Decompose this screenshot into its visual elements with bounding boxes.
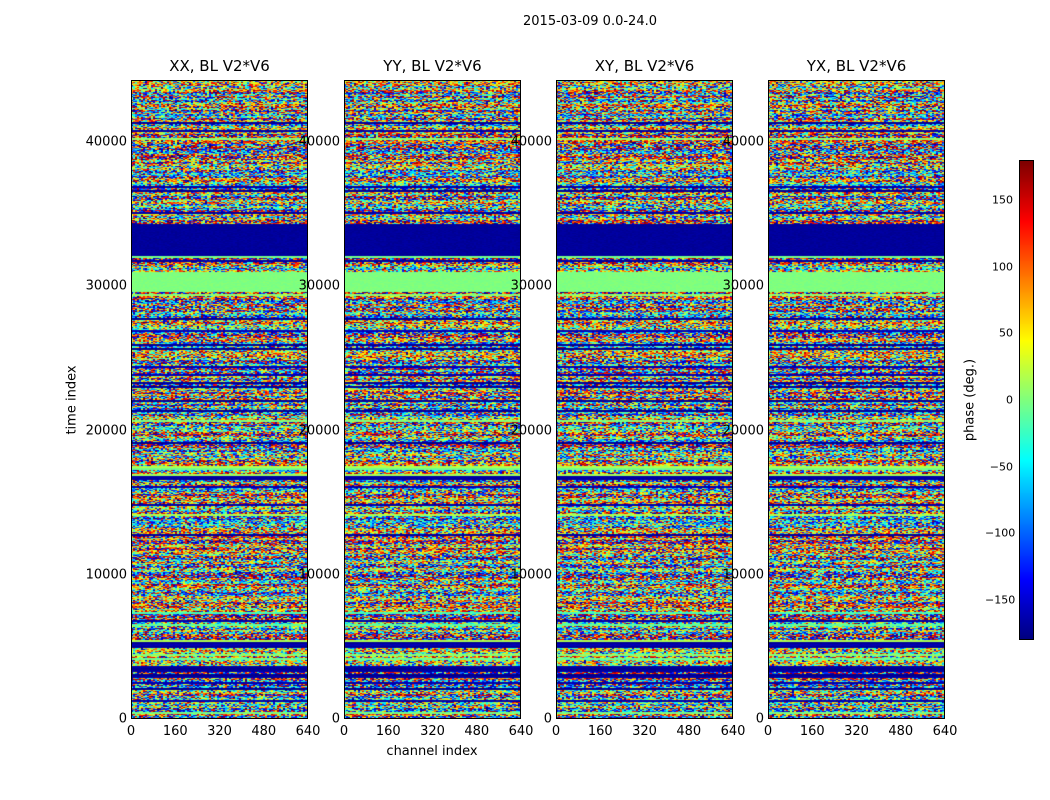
axes-frame bbox=[768, 80, 945, 719]
y-tick-label: 10000 bbox=[722, 567, 764, 583]
x-tick-label: 320 bbox=[420, 724, 445, 739]
x-tick-label: 0 bbox=[339, 724, 349, 739]
colorbar-tick-label: 100 bbox=[992, 260, 1013, 274]
panel-title: XX, BL V2*V6 bbox=[169, 57, 270, 75]
colorbar-tick-label: −50 bbox=[989, 460, 1013, 474]
y-tick-label: 30000 bbox=[510, 278, 552, 294]
y-tick-label: 40000 bbox=[85, 134, 127, 150]
x-tick-label: 160 bbox=[162, 724, 188, 739]
y-tick-label: 20000 bbox=[298, 423, 340, 438]
x-tick-label: 640 bbox=[508, 724, 534, 739]
panel-3: 0 10000 20000 30000 40000 YX, BL V2*V6 0 160 320… bbox=[723, 57, 958, 739]
y-tick-label: 0 bbox=[118, 711, 127, 727]
x-tick-label: 0 bbox=[126, 724, 136, 739]
y-tick-label: 20000 bbox=[722, 423, 764, 438]
panel-1: 0 10000 20000 30000 40000 YY, BL V2*V6 0 160 320… bbox=[299, 57, 534, 739]
y-tick-label: 10000 bbox=[85, 567, 127, 583]
x-tick-label: 320 bbox=[844, 724, 869, 739]
x-tick-label: 640 bbox=[720, 724, 746, 739]
colorbar bbox=[1019, 160, 1034, 640]
x-axis-label: channel index bbox=[386, 744, 478, 759]
y-tick-label: 40000 bbox=[722, 134, 764, 150]
colorbar-tick-label: 50 bbox=[999, 326, 1013, 340]
colorbar-tick-label: 0 bbox=[1006, 393, 1013, 407]
y-tick-label: 10000 bbox=[298, 567, 340, 583]
x-tick-label: 640 bbox=[295, 724, 321, 739]
panel-title: YX, BL V2*V6 bbox=[806, 57, 907, 75]
y-tick-label: 0 bbox=[543, 711, 552, 727]
colorbar-tick-label: 150 bbox=[992, 193, 1013, 207]
x-tick-label: 480 bbox=[888, 724, 914, 739]
x-tick-label: 480 bbox=[464, 724, 490, 739]
axes-frame bbox=[344, 80, 521, 719]
x-tick-label: 160 bbox=[587, 724, 613, 739]
y-tick-label: 30000 bbox=[298, 278, 340, 294]
heatmap-2 bbox=[556, 80, 733, 719]
x-tick-label: 0 bbox=[763, 724, 773, 739]
x-tick-label: 480 bbox=[676, 724, 702, 739]
y-axis-label: time index bbox=[64, 365, 80, 435]
panel-title: XY, BL V2*V6 bbox=[594, 57, 695, 75]
heatmap-0 bbox=[131, 80, 308, 719]
y-tick-label: 0 bbox=[755, 711, 764, 727]
x-tick-label: 480 bbox=[251, 724, 277, 739]
x-tick-label: 160 bbox=[375, 724, 401, 739]
x-tick-label: 640 bbox=[932, 724, 958, 739]
x-tick-label: 320 bbox=[207, 724, 232, 739]
panel-0: 0 10000 20000 30000 40000 XX, BL V2*V6 0 160 320… bbox=[86, 57, 321, 739]
y-tick-label: 0 bbox=[331, 711, 340, 727]
x-tick-label: 0 bbox=[551, 724, 561, 739]
heatmap-1 bbox=[344, 80, 521, 719]
panel-title: YY, BL V2*V6 bbox=[383, 57, 482, 75]
axes-frame bbox=[556, 80, 733, 719]
y-tick-label: 40000 bbox=[510, 134, 552, 150]
y-tick-label: 20000 bbox=[510, 423, 552, 438]
y-tick-label: 10000 bbox=[510, 567, 552, 583]
axes-frame bbox=[131, 80, 308, 719]
heatmap-3 bbox=[768, 80, 945, 719]
panel-2: 0 10000 20000 30000 40000 XY, BL V2*V6 0 160 320… bbox=[511, 57, 746, 739]
y-tick-label: 30000 bbox=[722, 278, 764, 294]
y-tick-label: 40000 bbox=[298, 134, 340, 150]
y-tick-label: 20000 bbox=[85, 423, 127, 438]
y-tick-label: 30000 bbox=[85, 278, 127, 294]
x-tick-label: 320 bbox=[632, 724, 657, 739]
x-tick-label: 160 bbox=[799, 724, 825, 739]
figure-title: 2015-03-09 0.0-24.0 bbox=[523, 14, 657, 29]
colorbar-tick-label: −150 bbox=[985, 593, 1016, 607]
colorbar-label: phase (deg.) bbox=[962, 358, 978, 442]
colorbar-tick-label: −100 bbox=[985, 526, 1016, 540]
